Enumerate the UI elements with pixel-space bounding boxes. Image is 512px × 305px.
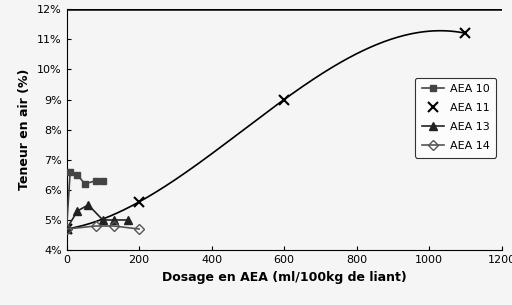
AEA 13: [63, 227, 70, 231]
AEA 14: [111, 224, 117, 228]
AEA 13: [85, 203, 92, 207]
AEA 11: [462, 31, 468, 35]
AEA 10: [67, 170, 73, 174]
AEA 11: [63, 227, 70, 231]
AEA 14: [93, 224, 99, 228]
X-axis label: Dosage en AEA (ml/100kg de liant): Dosage en AEA (ml/100kg de liant): [162, 271, 407, 284]
AEA 11: [281, 98, 287, 101]
AEA 10: [81, 182, 88, 186]
AEA 13: [111, 218, 117, 222]
AEA 13: [100, 218, 106, 222]
Legend: AEA 10, AEA 11, AEA 13, AEA 14: AEA 10, AEA 11, AEA 13, AEA 14: [415, 77, 496, 158]
Y-axis label: Teneur en air (%): Teneur en air (%): [18, 69, 31, 190]
AEA 10: [63, 227, 70, 231]
Line: AEA 14: AEA 14: [63, 223, 142, 232]
AEA 10: [74, 173, 80, 177]
AEA 11: [136, 200, 142, 204]
AEA 14: [136, 227, 142, 231]
Line: AEA 10: AEA 10: [63, 168, 106, 232]
AEA 13: [74, 209, 80, 213]
AEA 13: [125, 218, 131, 222]
Line: AEA 13: AEA 13: [62, 201, 133, 233]
AEA 14: [63, 227, 70, 231]
AEA 10: [93, 179, 99, 183]
AEA 10: [100, 179, 106, 183]
Line: AEA 11: AEA 11: [62, 28, 471, 234]
